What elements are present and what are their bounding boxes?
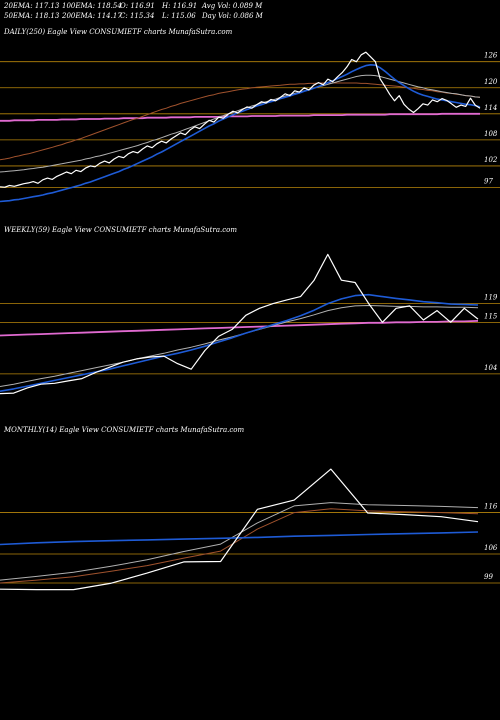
- weekly-chart-title: WEEKLY(59) Eagle View CONSUMIETF charts …: [4, 226, 238, 234]
- open-readout: O: 116.91: [120, 2, 155, 10]
- series-line-ema-long: [0, 112, 480, 122]
- series-line-ema-fast: [0, 64, 481, 203]
- level-label: 99: [484, 573, 493, 581]
- monthly-chart-title: MONTHLY(14) Eagle View CONSUMIETF charts…: [4, 426, 245, 434]
- level-label: 126: [484, 52, 498, 60]
- level-label: 97: [484, 178, 493, 186]
- high-readout: H: 116.91: [162, 2, 198, 10]
- level-label: 106: [484, 544, 498, 552]
- series-line-ema-slow: [0, 502, 479, 581]
- series-line-ema-brown: [0, 82, 481, 161]
- ema20-readout: 20EMA: 117.13: [4, 2, 60, 10]
- level-label: 115: [484, 312, 498, 320]
- ema100-readout: 100EMA: 118.54: [62, 2, 122, 10]
- series-line-ema-fast: [0, 293, 479, 392]
- level-label: 104: [484, 364, 497, 372]
- avg-vol-readout: Avg Vol: 0.089 M: [202, 2, 263, 10]
- series-line-ema-fast: [0, 531, 479, 546]
- series-line-price: [0, 253, 479, 395]
- ema200-readout: 200EMA: 114.17: [62, 12, 122, 20]
- level-label: 120: [484, 78, 498, 86]
- series-line-price: [0, 468, 479, 591]
- series-line-ema-long: [0, 320, 479, 337]
- close-readout: C: 115.34: [120, 12, 155, 20]
- low-readout: L: 115.06: [162, 12, 196, 20]
- series-line-ema-slow: [0, 305, 479, 387]
- daily-chart-title: DAILY(250) Eagle View CONSUMIETF charts …: [4, 28, 233, 36]
- series-line-ema-brown: [0, 508, 479, 584]
- series-line-ema-slow: [0, 74, 481, 173]
- level-label: 116: [484, 503, 498, 511]
- level-label: 102: [484, 156, 498, 164]
- series-line-price: [0, 51, 481, 188]
- level-label: 119: [484, 294, 498, 302]
- day-vol-readout: Day Vol: 0.086 M: [202, 12, 263, 20]
- ema50-readout: 50EMA: 118.13: [4, 12, 60, 20]
- level-label: 114: [484, 104, 497, 112]
- level-label: 108: [484, 130, 498, 138]
